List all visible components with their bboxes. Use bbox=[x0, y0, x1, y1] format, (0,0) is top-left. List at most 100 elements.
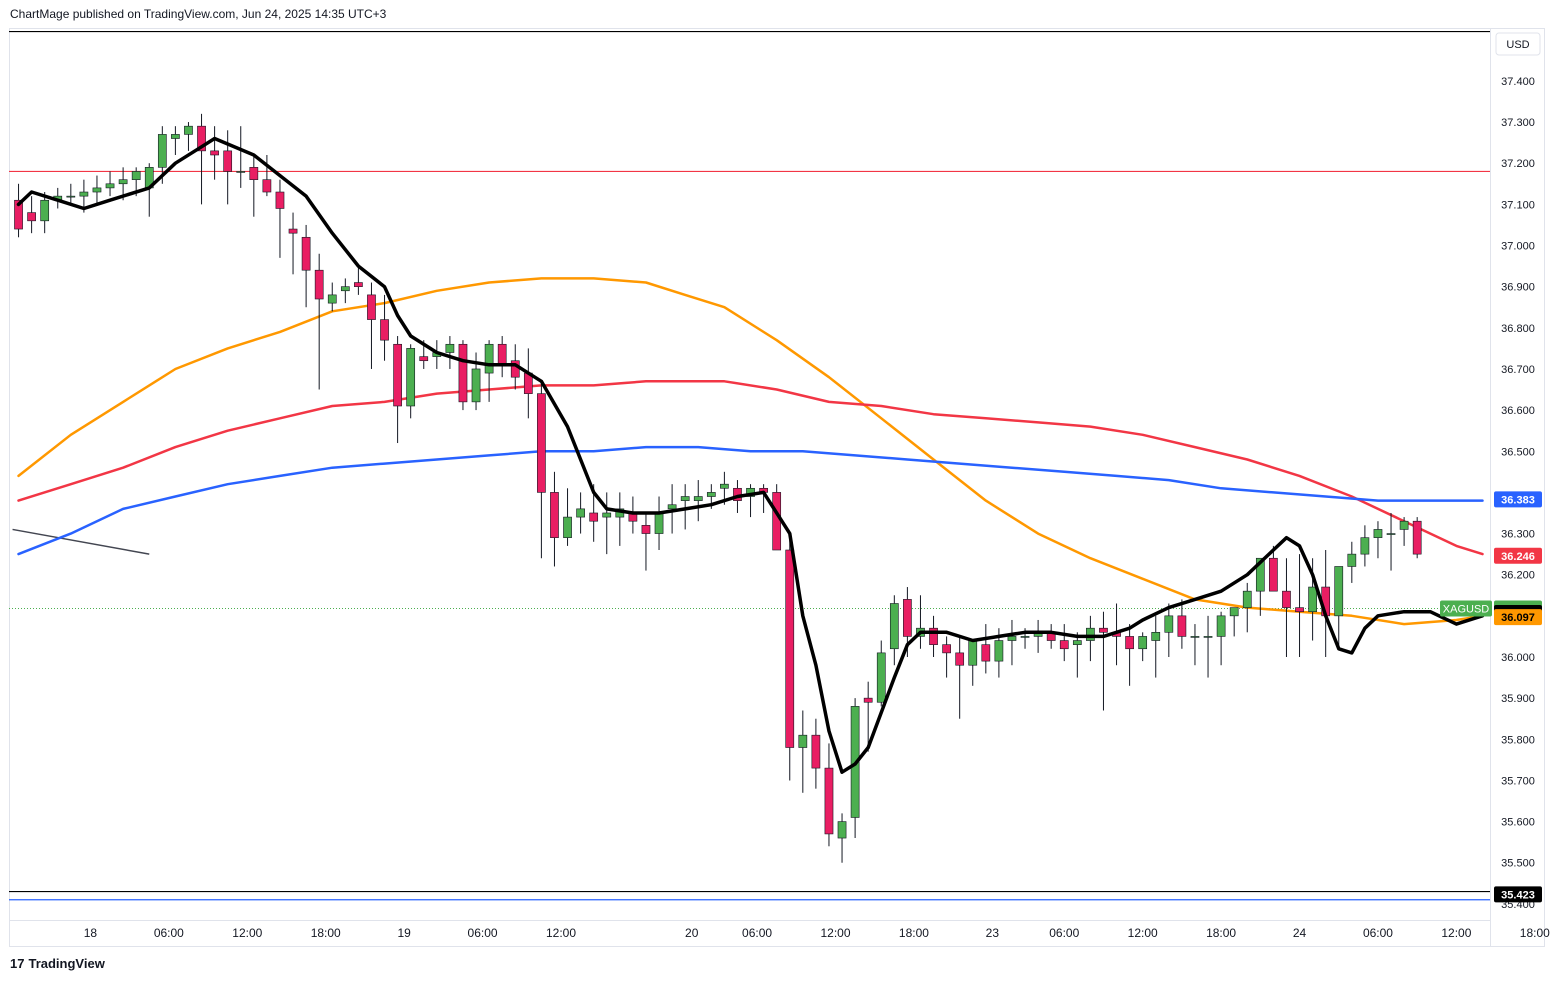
candle bbox=[1072, 632, 1082, 678]
candle-body bbox=[876, 652, 886, 703]
candle-body bbox=[589, 512, 599, 522]
candle bbox=[916, 595, 925, 649]
candle-body bbox=[471, 368, 481, 403]
candle bbox=[171, 126, 180, 155]
candle-body bbox=[262, 179, 272, 193]
x-tick-label: 06:00 bbox=[1363, 926, 1393, 940]
candle bbox=[1203, 615, 1213, 678]
x-tick-label: 06:00 bbox=[742, 926, 772, 940]
candle-body bbox=[929, 627, 938, 645]
candle bbox=[811, 718, 821, 789]
candle-body bbox=[184, 125, 193, 135]
candle-body bbox=[249, 167, 259, 180]
candle bbox=[654, 496, 664, 551]
x-tick-label: 12:00 bbox=[1128, 926, 1158, 940]
y-tick-label: 36.500 bbox=[1501, 446, 1535, 458]
candle-body bbox=[1269, 557, 1278, 592]
candle-body bbox=[118, 179, 128, 185]
candle-body bbox=[968, 640, 978, 666]
candle bbox=[197, 113, 206, 205]
candle-body bbox=[92, 187, 102, 193]
y-tick-label: 36.700 bbox=[1501, 364, 1535, 376]
candle bbox=[1177, 599, 1187, 649]
footer-brand[interactable]: 17 TradingView bbox=[10, 956, 105, 971]
x-tick-label: 12:00 bbox=[820, 926, 850, 940]
candle-body bbox=[1386, 533, 1396, 535]
x-tick-label: 24 bbox=[1293, 926, 1307, 940]
candle-body bbox=[1216, 615, 1226, 637]
x-tick-label: 12:00 bbox=[232, 926, 262, 940]
candle bbox=[1334, 566, 1344, 649]
candle bbox=[1007, 619, 1017, 666]
candle bbox=[1282, 558, 1291, 657]
candle bbox=[889, 595, 899, 666]
candle-body bbox=[484, 343, 494, 374]
candle-body bbox=[667, 504, 677, 510]
candle-body bbox=[79, 191, 89, 197]
candle-body bbox=[27, 212, 36, 222]
time-axis[interactable]: 18 06:00 12:00 18:00 19 06:00 12:00 20 06:00 12:0… bbox=[84, 926, 1550, 940]
brand-name: TradingView bbox=[28, 956, 105, 971]
candle-body bbox=[497, 343, 507, 366]
candle bbox=[105, 171, 115, 197]
candle-body bbox=[798, 734, 808, 748]
y-tick-label: 36.600 bbox=[1501, 405, 1535, 417]
series-ema-fast bbox=[16, 136, 1485, 774]
candle-body bbox=[210, 150, 219, 156]
y-tick-label: 37.100 bbox=[1501, 199, 1535, 211]
symbol-label-box bbox=[1440, 600, 1492, 617]
x-tick-label: 18:00 bbox=[311, 926, 341, 940]
candle-body bbox=[772, 492, 782, 551]
candle-body bbox=[1295, 607, 1304, 613]
candle bbox=[236, 126, 246, 188]
candle-body bbox=[458, 343, 468, 403]
candle-body bbox=[1020, 636, 1030, 638]
candle-body bbox=[1072, 640, 1082, 645]
candle bbox=[693, 480, 703, 522]
x-tick-label: 06:00 bbox=[468, 926, 498, 940]
candle-body bbox=[171, 134, 180, 139]
candle bbox=[1255, 557, 1265, 616]
candle-body bbox=[903, 599, 912, 637]
candle-body bbox=[393, 343, 402, 407]
price-labels: 36.38336.24636.118XAGUSD36.10736.09735.4… bbox=[1440, 491, 1542, 903]
series-ema-orange bbox=[17, 277, 1484, 626]
candle bbox=[929, 615, 938, 657]
candle bbox=[327, 282, 337, 312]
price-label-box bbox=[1494, 886, 1542, 903]
candle-body bbox=[1059, 640, 1069, 650]
candle-body bbox=[340, 286, 350, 292]
candle bbox=[1360, 525, 1370, 567]
candle-body bbox=[66, 195, 76, 198]
price-label-36-383: 36.383 bbox=[1494, 491, 1542, 508]
candle-body bbox=[354, 282, 363, 287]
candle bbox=[550, 471, 559, 567]
candle bbox=[1386, 512, 1396, 571]
candle-body bbox=[157, 134, 167, 168]
tradingview-logo-icon: 17 bbox=[10, 956, 25, 971]
candle-body bbox=[1164, 615, 1174, 633]
candle-body bbox=[981, 644, 991, 662]
candle bbox=[615, 492, 625, 546]
trend-line bbox=[12, 528, 150, 555]
price-label-box bbox=[1494, 491, 1542, 508]
candle bbox=[537, 381, 546, 559]
publish-info: ChartMage published on TradingView.com, … bbox=[10, 7, 387, 21]
x-tick-label: 20 bbox=[685, 926, 699, 940]
candle bbox=[876, 640, 886, 707]
candle-body bbox=[1334, 566, 1344, 617]
candle bbox=[1190, 624, 1200, 666]
currency-badge[interactable]: USD bbox=[1495, 32, 1541, 56]
candles bbox=[14, 113, 1422, 863]
price-label-text: 36.097 bbox=[1501, 612, 1535, 624]
candle-body bbox=[706, 492, 716, 497]
candle bbox=[249, 154, 259, 217]
y-tick-label: 36.900 bbox=[1501, 282, 1535, 294]
ema-fast-layer bbox=[16, 136, 1485, 774]
candle bbox=[484, 340, 494, 402]
candle-body bbox=[837, 821, 847, 839]
candle bbox=[837, 813, 847, 863]
candle-body bbox=[1099, 627, 1108, 633]
price-axis[interactable]: 37.400 37.300 37.200 37.100 37.000 36.900 36.8… bbox=[1501, 76, 1535, 911]
